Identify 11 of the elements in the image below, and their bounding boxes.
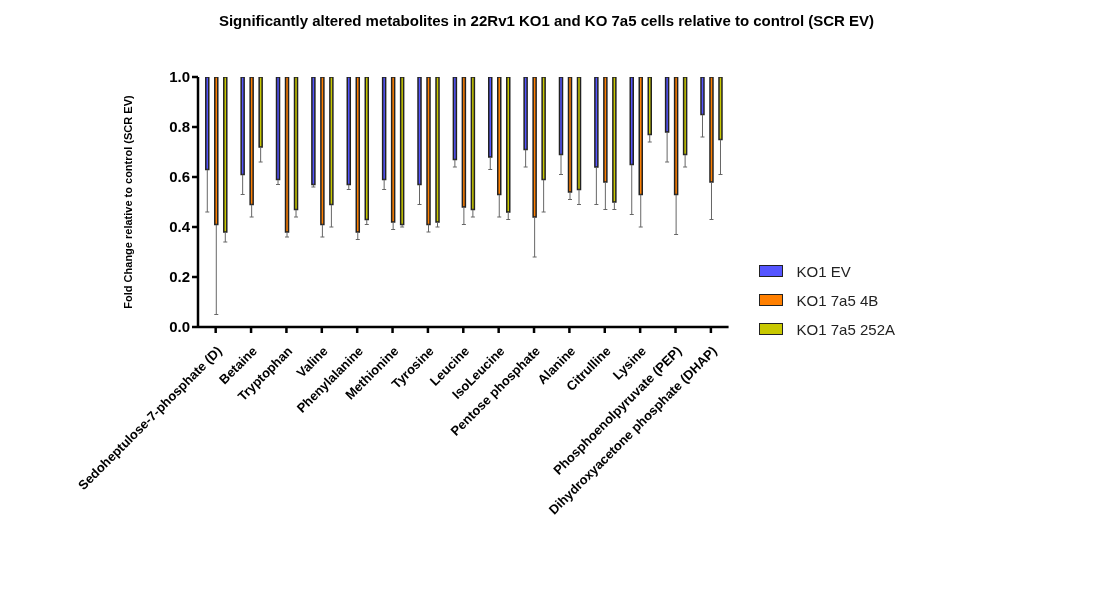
y-tick-label: 0.4 — [169, 218, 191, 236]
y-tick-label: 0.6 — [169, 168, 190, 186]
y-tick-label: 0.2 — [169, 268, 190, 286]
legend-label: KO1 EV — [796, 262, 851, 280]
y-tick-label: 0.8 — [169, 118, 190, 136]
y-axis-title: Fold Change relative to control (SCR EV) — [121, 95, 134, 309]
legend-label: KO1 7a5 252A — [796, 320, 895, 338]
legend-label: KO1 7a5 4B — [796, 291, 879, 309]
chart-title: Significantly altered metabolites in 22Rv1 KO1 and KO 7a5 cells relative to control (SCR EV) — [217, 12, 876, 29]
y-tick-label: 0.0 — [169, 318, 190, 336]
y-tick-label: 1.0 — [169, 68, 190, 86]
